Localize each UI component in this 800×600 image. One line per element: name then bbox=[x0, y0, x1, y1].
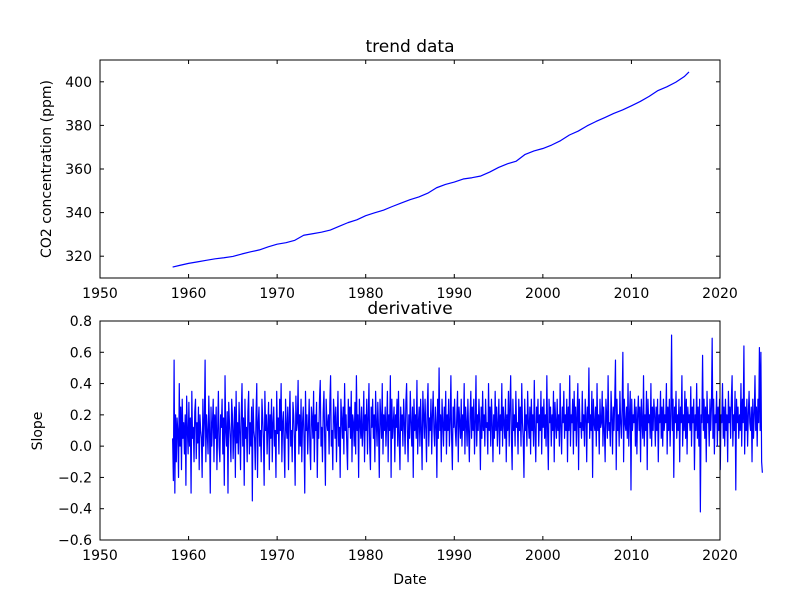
derivative-y-tick-label: 0.8 bbox=[70, 314, 92, 330]
derivative-y-tick-label: −0.6 bbox=[58, 533, 92, 549]
trend-x-tick-label: 1970 bbox=[259, 286, 295, 302]
trend-y-tick-label: 340 bbox=[65, 206, 92, 222]
trend-axes-frame bbox=[99, 59, 721, 279]
trend-subplot: trend data CO2 concentration (ppm) 1950 1… bbox=[39, 37, 738, 302]
derivative-x-axis-label: Date bbox=[393, 572, 426, 588]
derivative-x-tick-label: 1970 bbox=[259, 548, 295, 564]
derivative-y-tick-label: 0.4 bbox=[70, 377, 92, 393]
derivative-series-line bbox=[172, 334, 763, 513]
derivative-x-tick-label: 1950 bbox=[82, 548, 118, 564]
trend-x-tick-label: 1960 bbox=[171, 286, 207, 302]
trend-x-tick-label: 1980 bbox=[348, 286, 384, 302]
trend-x-tick-label: 2000 bbox=[525, 286, 561, 302]
trend-series-line bbox=[172, 71, 690, 268]
trend-y-tick-label: 400 bbox=[65, 75, 92, 91]
derivative-x-tick-label: 1990 bbox=[436, 548, 472, 564]
derivative-x-tick-label: 2020 bbox=[702, 548, 738, 564]
derivative-y-tick-label: −0.4 bbox=[58, 502, 92, 518]
derivative-x-tick-label: 2010 bbox=[614, 548, 650, 564]
derivative-x-tick-label: 1980 bbox=[348, 548, 384, 564]
trend-ticks: 1950 1960 1970 1980 1990 2000 2010 2020 320 340 36… bbox=[65, 60, 738, 302]
trend-x-tick-label: 1950 bbox=[82, 286, 118, 302]
trend-y-tick-label: 320 bbox=[65, 249, 92, 265]
trend-x-tick-label: 2020 bbox=[702, 286, 738, 302]
derivative-y-axis-label: Slope bbox=[30, 412, 46, 451]
derivative-y-tick-label: 0.6 bbox=[70, 345, 92, 361]
derivative-y-tick-label: 0.0 bbox=[70, 439, 92, 455]
derivative-ticks: 1950 1960 1970 1980 1990 2000 2010 2020 −0.6 −0.4… bbox=[58, 314, 738, 564]
trend-title: trend data bbox=[365, 37, 454, 57]
derivative-y-tick-label: 0.2 bbox=[70, 408, 92, 424]
trend-x-tick-label: 1990 bbox=[436, 286, 472, 302]
derivative-x-tick-label: 2000 bbox=[525, 548, 561, 564]
derivative-subplot: derivative Slope Date 1950 1960 1970 1980 19… bbox=[30, 299, 763, 588]
derivative-x-tick-label: 1960 bbox=[171, 548, 207, 564]
derivative-plot-area bbox=[172, 334, 763, 513]
trend-y-axis-label: CO2 concentration (ppm) bbox=[39, 80, 55, 258]
trend-y-tick-label: 360 bbox=[65, 162, 92, 178]
derivative-title: derivative bbox=[367, 299, 452, 319]
trend-y-tick-label: 380 bbox=[65, 118, 92, 134]
derivative-y-tick-label: −0.2 bbox=[58, 470, 92, 486]
trend-plot-area bbox=[172, 71, 690, 268]
trend-x-tick-label: 2010 bbox=[614, 286, 650, 302]
derivative-axes-frame bbox=[99, 320, 721, 541]
